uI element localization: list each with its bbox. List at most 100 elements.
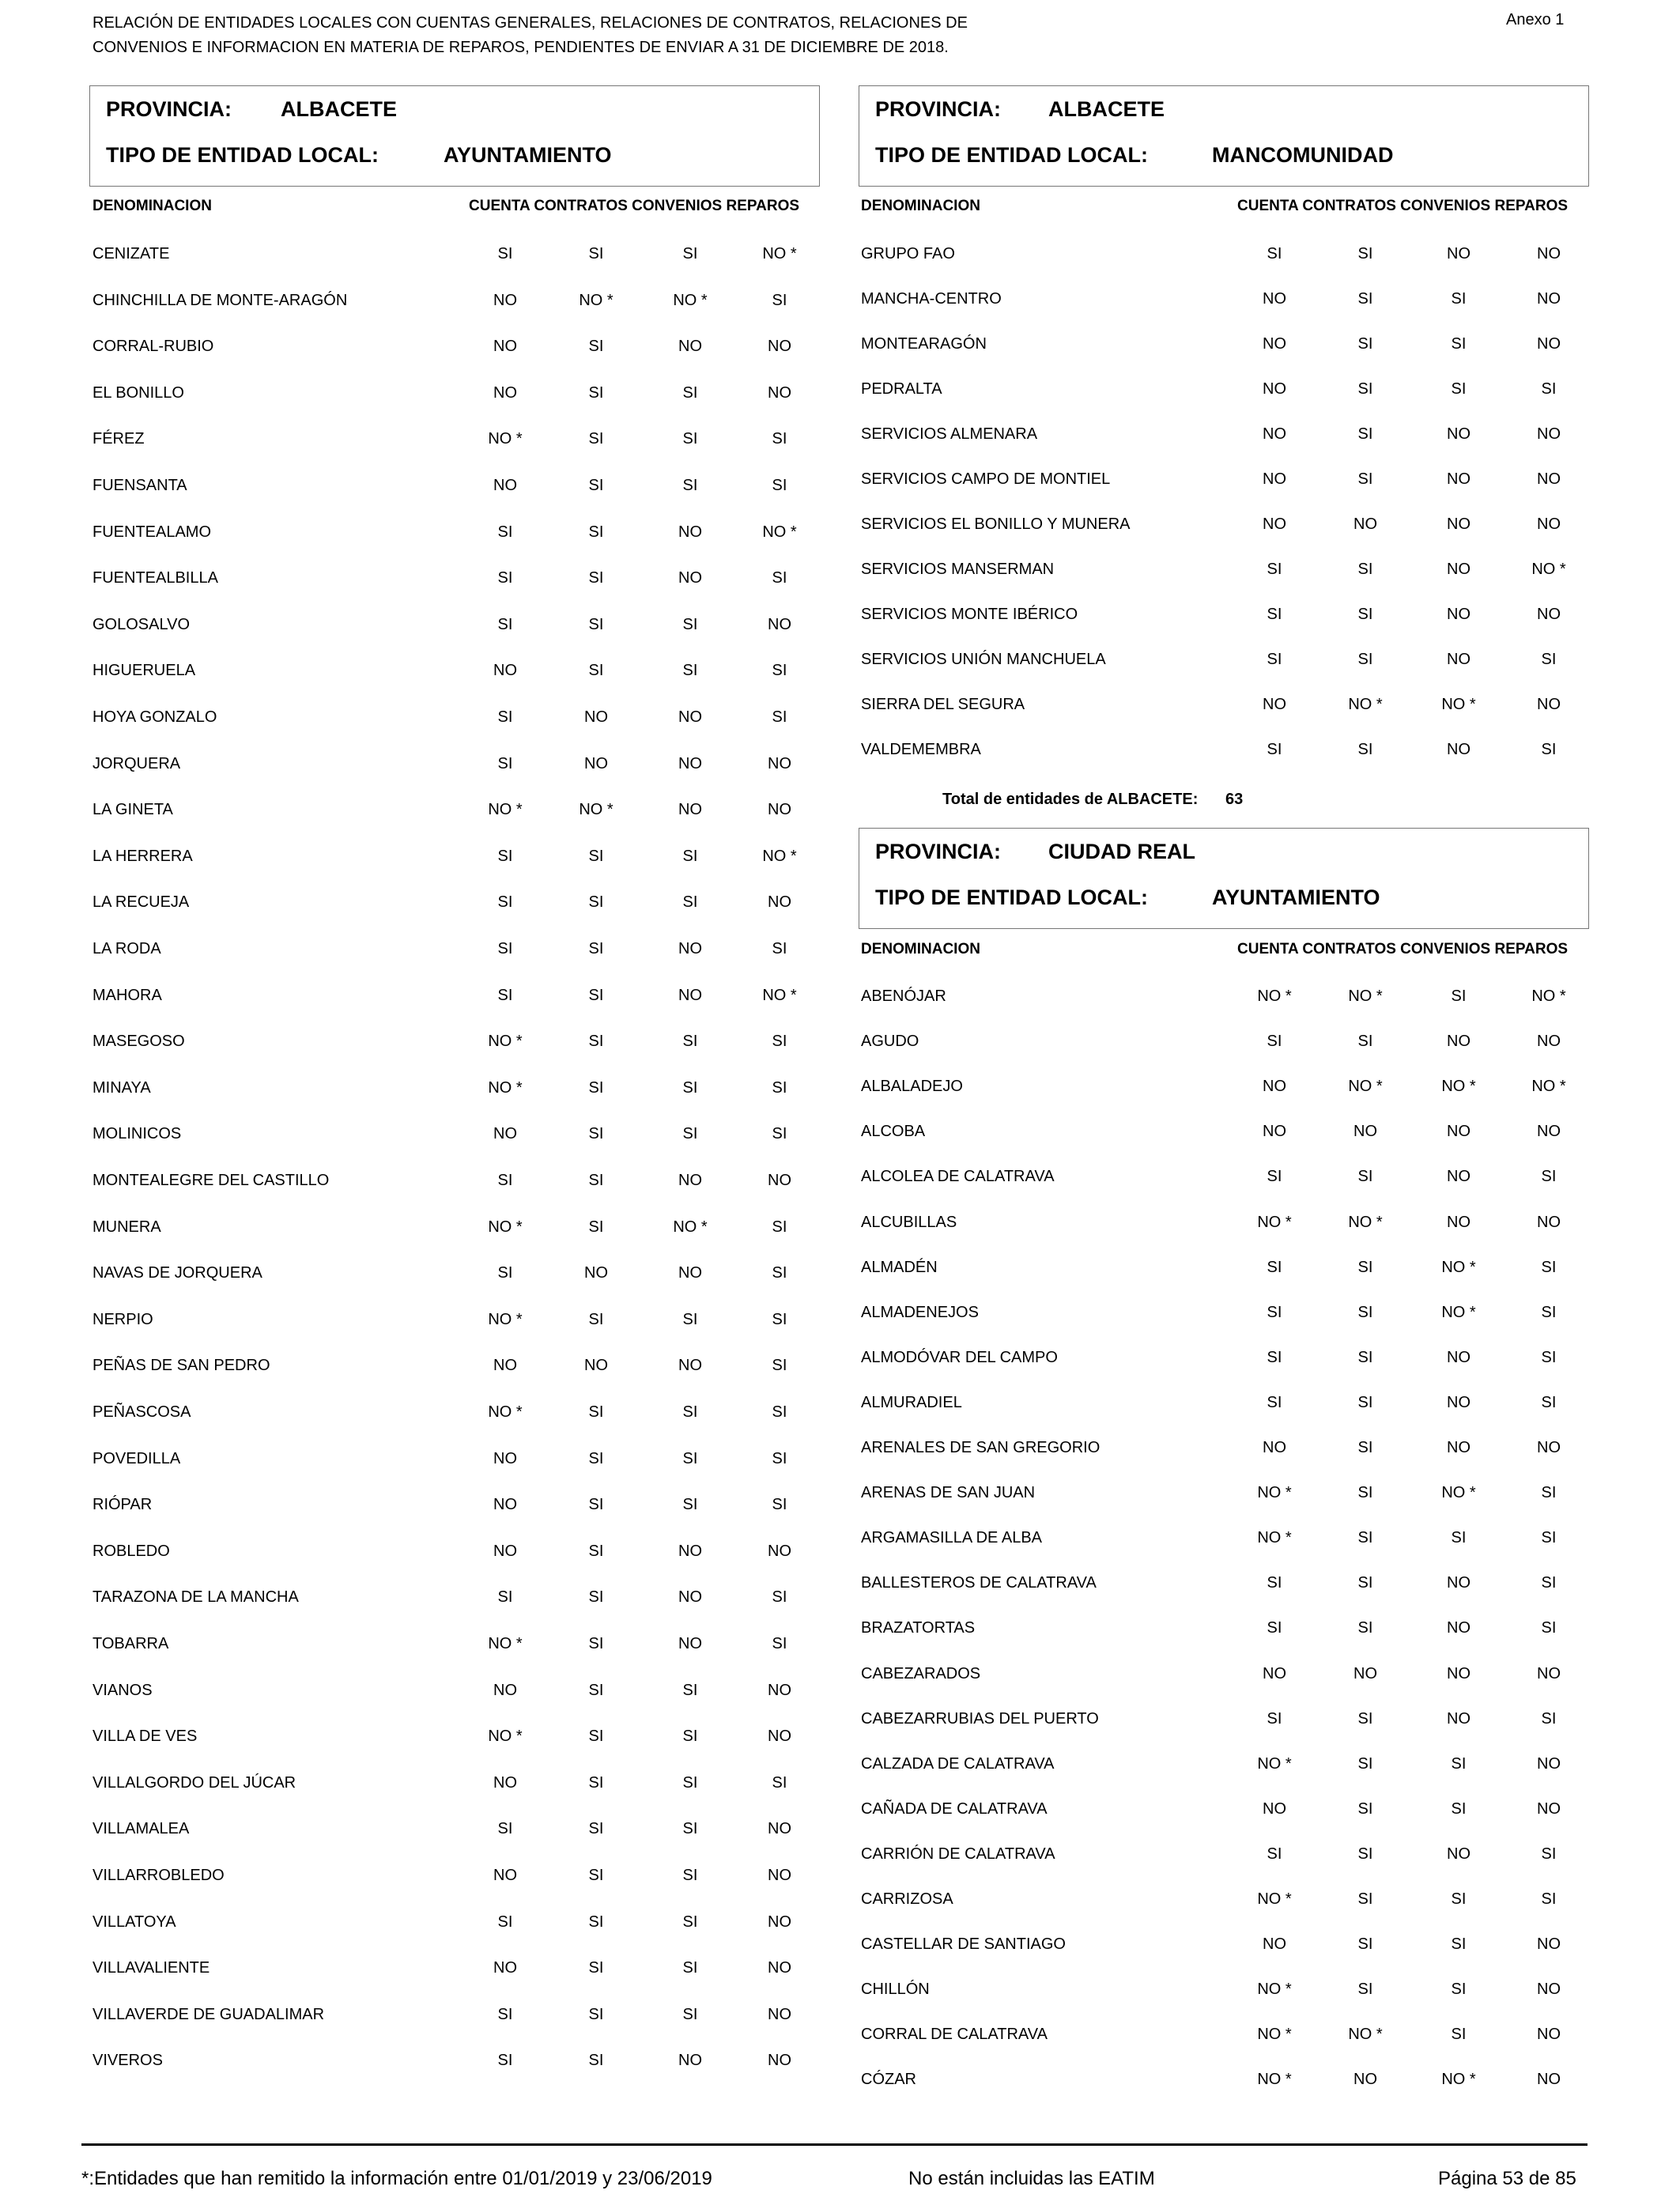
convenios-value: SI	[1451, 1981, 1467, 1999]
table-row: CABEZARADOS NO NO NO NO	[861, 1665, 1590, 1689]
section-header-box: PROVINCIA: ALBACETE TIPO DE ENTIDAD LOCAL:…	[859, 85, 1589, 187]
contratos-value: SI	[588, 1588, 604, 1607]
reparos-value: SI	[1541, 1393, 1557, 1411]
cuenta-value: SI	[497, 986, 513, 1004]
entity-name: ALCUBILLAS	[861, 1213, 957, 1231]
contratos-value: SI	[1357, 1619, 1373, 1637]
contratos-value: SI	[588, 1959, 604, 1977]
entity-name: LA GINETA	[92, 801, 173, 819]
reparos-value: SI	[772, 662, 787, 680]
reparos-value: SI	[772, 569, 787, 587]
convenios-value: NO *	[1441, 1303, 1476, 1321]
convenios-value: NO	[678, 1635, 702, 1652]
reparos-value: SI	[1541, 1574, 1557, 1592]
cuenta-value: NO	[1263, 515, 1286, 533]
cuenta-value: NO	[493, 662, 517, 680]
reparos-value: SI	[772, 1496, 787, 1514]
convenios-value: SI	[682, 1125, 698, 1143]
table-row: FÉREZ NO * SI SI SI	[92, 430, 821, 454]
convenios-value: SI	[1451, 335, 1467, 353]
table-row: AGUDO SI SI NO NO	[861, 1033, 1590, 1056]
contratos-value: SI	[1357, 245, 1373, 262]
reparos-value: SI	[1541, 1845, 1557, 1863]
reparos-value: NO	[1537, 1033, 1561, 1051]
contratos-value: NO *	[1348, 696, 1383, 713]
reparos-value: SI	[772, 477, 787, 494]
reparos-value: NO	[768, 1867, 791, 1884]
tipo-entidad-label: TIPO DE ENTIDAD LOCAL:	[106, 143, 379, 167]
reparos-value: NO	[768, 338, 791, 356]
contratos-value: SI	[588, 1310, 604, 1328]
reparos-value: NO	[1537, 470, 1561, 488]
entity-name: LA RODA	[92, 940, 161, 957]
reparos-value: NO	[768, 1728, 791, 1746]
convenios-value: NO	[678, 708, 702, 726]
cuenta-value: SI	[1267, 1033, 1282, 1051]
table-row: CARRIZOSA NO * SI SI SI	[861, 1890, 1590, 1914]
entity-name: MONTEALEGRE DEL CASTILLO	[92, 1172, 330, 1189]
entity-name: RIÓPAR	[92, 1496, 153, 1514]
table-row: SERVICIOS EL BONILLO Y MUNERA NO NO NO NO	[861, 515, 1590, 539]
reparos-value: NO	[768, 1681, 791, 1699]
provincia-value: CIUDAD REAL	[1048, 840, 1195, 863]
table-row: ALMADENEJOS SI SI NO * SI	[861, 1304, 1590, 1327]
entity-name: CARRIÓN DE CALATRAVA	[861, 1845, 1055, 1863]
tipo-entidad-label: TIPO DE ENTIDAD LOCAL:	[875, 886, 1148, 909]
cuenta-value: NO	[1263, 1664, 1286, 1682]
convenios-value: SI	[682, 1773, 698, 1792]
table-row: JORQUERA SI NO NO NO	[92, 755, 821, 779]
table-row: TOBARRA NO * SI NO SI	[92, 1635, 821, 1659]
convenios-value: SI	[682, 1403, 698, 1421]
convenios-value: NO *	[1441, 1258, 1476, 1276]
contratos-value: SI	[588, 2052, 604, 2070]
tipo-entidad-value: AYUNTAMIENTO	[444, 143, 612, 167]
cuenta-value: SI	[1267, 561, 1282, 578]
reparos-value: NO *	[1531, 561, 1566, 578]
reparos-value: NO	[768, 801, 791, 819]
table-row: SERVICIOS CAMPO DE MONTIEL NO SI NO NO	[861, 470, 1590, 494]
tipo-entidad-value: MANCOMUNIDAD	[1212, 143, 1394, 167]
convenios-value: NO	[1447, 1574, 1470, 1592]
cuenta-value: NO	[493, 1125, 517, 1143]
entity-name: CABEZARADOS	[861, 1664, 981, 1682]
convenios-value: SI	[682, 1913, 698, 1931]
cuenta-value: NO *	[1257, 1754, 1292, 1773]
convenios-value: SI	[682, 245, 698, 262]
convenios-value: NO	[1447, 561, 1470, 578]
entity-name: MOLINICOS	[92, 1125, 182, 1143]
cuenta-value: SI	[497, 615, 513, 633]
entity-name: ALCOBA	[861, 1123, 926, 1141]
entity-name: HIGUERUELA	[92, 662, 196, 680]
convenios-value: SI	[682, 1681, 698, 1699]
table-row: SERVICIOS MANSERMAN SI SI NO NO *	[861, 561, 1590, 584]
cuenta-value: SI	[497, 245, 513, 262]
contratos-value: SI	[1357, 741, 1373, 758]
convenios-value: SI	[682, 2005, 698, 2023]
cuenta-value: NO *	[488, 1635, 523, 1652]
cuenta-value: NO	[493, 1681, 517, 1699]
entity-name: MINAYA	[92, 1078, 151, 1097]
cuenta-value: NO	[1263, 335, 1286, 353]
contratos-value: SI	[588, 1125, 604, 1143]
reparos-value: NO	[1537, 1981, 1561, 1999]
cuenta-value: SI	[497, 940, 513, 957]
contratos-value: NO *	[1348, 1213, 1383, 1231]
cuenta-value: NO	[493, 1357, 517, 1375]
convenios-value: NO	[678, 338, 702, 356]
entity-name: FUENSANTA	[92, 477, 187, 494]
reparos-value: NO	[768, 893, 791, 912]
table-row: ALMADÉN SI SI NO * SI	[861, 1259, 1590, 1282]
table-row: ROBLEDO NO SI NO NO	[92, 1543, 821, 1566]
entity-name: CHILLÓN	[861, 1981, 930, 1999]
entity-name: POVEDILLA	[92, 1449, 181, 1467]
contratos-value: NO	[1353, 515, 1377, 533]
table-row: CARRIÓN DE CALATRAVA SI SI NO SI	[861, 1845, 1590, 1869]
convenios-value: NO	[1447, 245, 1470, 262]
total-label: Total de entidades de ALBACETE:	[942, 791, 1199, 808]
convenios-value: NO	[678, 1264, 702, 1282]
contratos-value: SI	[588, 1449, 604, 1467]
contratos-value: SI	[588, 2005, 604, 2023]
entity-name: GRUPO FAO	[861, 245, 955, 262]
convenios-value: NO	[1447, 1393, 1470, 1411]
reparos-value: NO	[768, 2005, 791, 2023]
